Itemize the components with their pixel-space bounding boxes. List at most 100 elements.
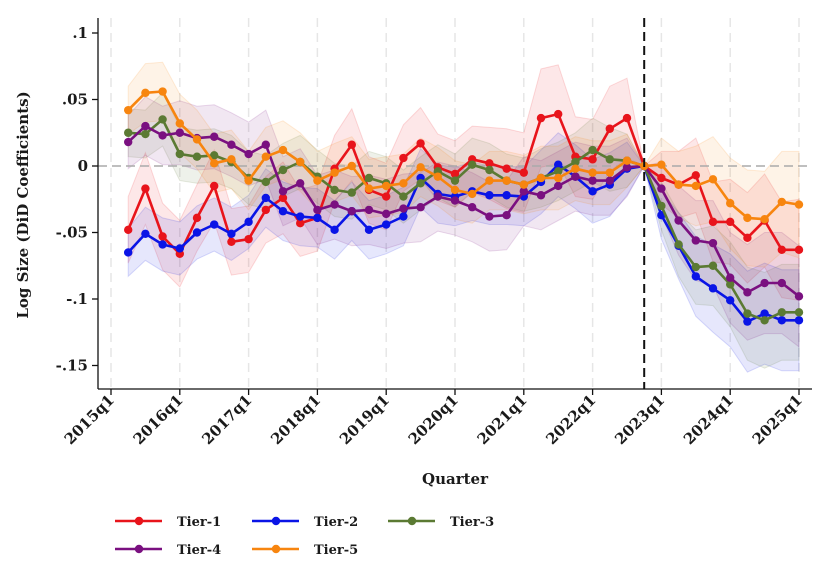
point-tier-4-2020q4 [502, 211, 511, 220]
point-tier-5-2017q3 [278, 145, 288, 155]
point-tier-5-2016q3 [210, 159, 219, 168]
series-tier-4 [124, 121, 804, 301]
point-tier-3-2023q1 [657, 201, 666, 211]
point-tier-2-2018q2 [330, 225, 339, 235]
point-tier-4-2021q3 [554, 181, 563, 191]
point-tier-5-2020q2 [468, 189, 477, 199]
x-tick-label: 2021q1 [474, 391, 531, 448]
y-axis-title: Log Size (DiD Coefficients) [14, 91, 32, 318]
point-tier-1-2024q2 [743, 233, 752, 243]
point-tier-5-2021q2 [536, 173, 546, 183]
point-tier-2-2019q2 [399, 212, 408, 221]
point-tier-3-2024q4 [777, 308, 786, 317]
point-tier-4-2024q2 [743, 288, 752, 297]
point-tier-4-2021q2 [536, 191, 546, 200]
point-tier-5-2023q3 [691, 181, 700, 191]
point-tier-5-2020q3 [485, 176, 494, 185]
point-tier-3-2017q3 [278, 165, 288, 175]
legend-label: Tier-4 [177, 543, 221, 558]
point-tier-1-2022q3 [622, 113, 632, 123]
point-tier-3-2016q2 [192, 152, 202, 161]
point-tier-1-2016q2 [192, 213, 202, 223]
point-tier-4-2020q1 [450, 196, 460, 205]
point-tier-4-2019q1 [382, 209, 391, 219]
point-tier-3-2022q2 [605, 155, 614, 164]
line-tier-5 [127, 90, 800, 221]
point-tier-2-2017q1 [244, 217, 253, 227]
x-tick-label: 2016q1 [130, 391, 187, 448]
point-tier-3-2018q2 [330, 185, 339, 195]
legend-swatch-marker [271, 516, 281, 526]
point-tier-4-2018q1 [313, 205, 322, 215]
point-tier-4-2023q1 [657, 184, 666, 193]
point-tier-1-2022q1 [588, 155, 597, 164]
point-tier-1-2021q3 [554, 109, 563, 119]
point-tier-4-2016q3 [210, 132, 219, 141]
legend-swatch-marker [134, 516, 144, 526]
point-tier-4-2023q4 [708, 238, 718, 248]
legend-label: Tier-2 [314, 515, 358, 530]
point-tier-1-2016q4 [227, 237, 236, 247]
point-tier-2-2023q3 [691, 272, 700, 281]
point-tier-1-2016q3 [210, 181, 219, 191]
point-tier-3-2023q3 [691, 262, 700, 272]
point-tier-3-2021q3 [554, 167, 563, 176]
point-tier-3-2022q1 [588, 145, 597, 155]
point-tier-2-2018q1 [313, 213, 322, 223]
point-tier-1-2017q3 [278, 193, 288, 203]
point-tier-1-2023q1 [657, 173, 666, 183]
point-tier-5-2021q1 [519, 180, 528, 189]
x-tick-label: 2019q1 [336, 391, 393, 448]
point-tier-1-2020q1 [450, 169, 460, 179]
ci-band-tier-5 [127, 61, 800, 268]
point-tier-4-2022q2 [605, 176, 614, 185]
point-tier-2-2017q4 [296, 212, 305, 221]
y-tick-label: -.15 [56, 357, 88, 375]
legend-swatch-marker [407, 516, 417, 526]
point-tier-5-2021q3 [554, 173, 563, 183]
point-tier-1-2022q2 [605, 124, 614, 133]
y-tick-label: 0 [78, 157, 88, 175]
point-tier-1-2019q3 [416, 139, 425, 148]
point-tier-1-2024q4 [777, 245, 786, 254]
point-tier-1-2020q4 [502, 164, 511, 173]
point-tier-5-2017q2 [261, 152, 270, 161]
line-tier-2 [127, 163, 799, 323]
point-tier-1-2019q1 [382, 192, 391, 201]
legend-label: Tier-5 [314, 543, 358, 558]
point-tier-1-2018q3 [347, 140, 356, 149]
point-tier-5-2024q4 [777, 197, 786, 207]
point-tier-5-2019q2 [399, 179, 408, 188]
point-tier-5-2024q1 [726, 199, 735, 208]
point-tier-5-2023q4 [708, 175, 718, 184]
point-tier-3-2024q3 [760, 316, 769, 325]
grid-lines [110, 18, 800, 389]
point-tier-5-2024q2 [743, 213, 752, 223]
x-tick-label: 2020q1 [405, 391, 462, 448]
point-tier-1-2021q2 [536, 113, 546, 123]
point-tier-1-2019q2 [399, 153, 408, 163]
point-tier-2-2019q1 [382, 220, 391, 229]
point-tier-3-2018q3 [347, 188, 356, 197]
point-tier-5-2022q3 [622, 156, 632, 165]
point-tier-5-2018q1 [313, 176, 322, 185]
point-tier-4-2021q4 [571, 172, 580, 181]
point-tier-4-2018q4 [364, 205, 374, 215]
point-tier-4-2019q2 [399, 204, 408, 213]
point-tier-2-2021q3 [554, 160, 563, 169]
point-tier-5-2020q4 [502, 176, 511, 185]
point-tier-2-2016q3 [210, 220, 219, 229]
point-tier-1-2017q2 [261, 205, 270, 215]
point-tier-2-2017q3 [278, 207, 288, 216]
point-tier-4-2025q1 [794, 292, 804, 301]
point-tier-2-2020q4 [502, 191, 511, 200]
point-tier-3-2024q2 [743, 309, 752, 318]
point-tier-4-2015q3 [141, 121, 150, 131]
point-tier-5-2024q3 [760, 215, 769, 224]
point-tier-4-2020q2 [468, 203, 477, 212]
point-tier-3-2023q2 [674, 240, 683, 249]
series-lines [124, 87, 804, 326]
point-tier-4-2019q3 [416, 203, 425, 212]
point-tier-3-2015q3 [141, 129, 150, 139]
point-tier-3-2025q1 [794, 308, 804, 317]
